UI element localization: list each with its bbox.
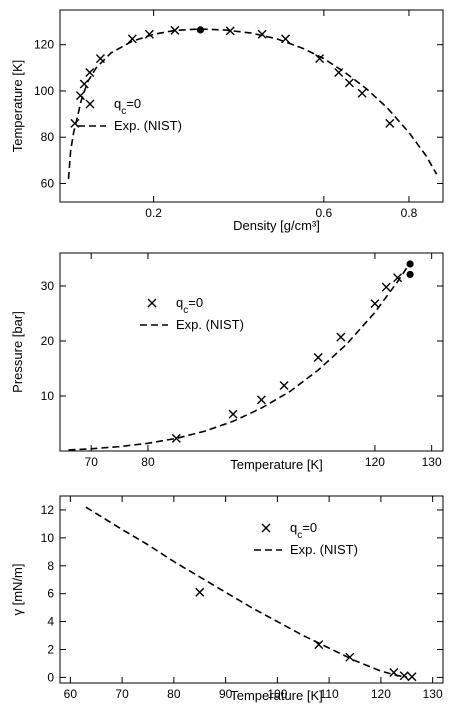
x-tick-label: 130: [422, 455, 442, 469]
x-tick-label: 0.2: [145, 206, 162, 220]
data-point-x: [385, 118, 395, 128]
x-tick-label: 70: [115, 687, 129, 701]
plot-frame: [59, 9, 444, 203]
y-axis-label: γ [mN/m]: [10, 564, 25, 616]
legend-label-nist: Exp. (NIST): [290, 542, 358, 557]
y-tick-label: 2: [47, 643, 54, 657]
data-point-x: [399, 671, 409, 681]
chart-panel-2: 70 80 120 130 10 20 30 Temperature [K] Pressure …: [10, 252, 444, 472]
series-line-nist: [67, 28, 438, 179]
x-axis-label: Temperature [K]: [230, 457, 323, 472]
x-tick-label: 60: [64, 687, 78, 701]
data-point-x: [344, 78, 354, 88]
y-tick-label: 100: [34, 84, 54, 98]
data-point-x: [228, 409, 238, 419]
data-point-x: [336, 332, 346, 342]
x-axis-label: Temperature [K]: [230, 688, 323, 703]
x-tick-label: 110: [320, 687, 339, 701]
series-line-nist: [68, 264, 410, 451]
data-point-x: [315, 54, 325, 64]
y-tick-label: 8: [47, 559, 54, 573]
data-point-x: [75, 91, 85, 101]
legend-label-qc: qc=0: [176, 295, 203, 316]
plot-frame: [59, 495, 444, 684]
data-point-x: [381, 282, 391, 292]
y-tick-label: 10: [41, 389, 55, 403]
legend-label-qc: qc=0: [290, 520, 317, 541]
critical-point-marker: [406, 260, 414, 268]
y-tick-label: 30: [41, 279, 55, 293]
data-point-x: [79, 79, 89, 89]
x-tick-label: 120: [371, 687, 391, 701]
data-point-x: [345, 652, 355, 662]
data-point-x: [170, 25, 180, 35]
x-tick-label: 0.6: [316, 206, 333, 220]
data-point-x: [225, 26, 235, 36]
y-tick-label: 12: [41, 503, 55, 517]
y-tick-label: 80: [41, 130, 55, 144]
legend-marker-x: [261, 523, 271, 533]
data-point-x: [313, 353, 323, 362]
x-axis-label: Density [g/cm³]: [233, 218, 320, 233]
y-tick-label: 20: [41, 334, 55, 348]
y-tick-label: 4: [47, 615, 54, 629]
y-tick-label: 60: [41, 176, 55, 190]
data-point-x: [195, 587, 205, 597]
x-tick-label: 70: [85, 455, 99, 469]
critical-point-marker: [406, 270, 414, 279]
x-tick-label: 0.8: [401, 206, 418, 220]
legend-marker-x: [85, 99, 95, 109]
legend-label-nist: Exp. (NIST): [114, 118, 182, 133]
critical-point-marker: [196, 26, 205, 34]
legend-label-nist: Exp. (NIST): [176, 317, 244, 332]
data-point-x: [393, 273, 403, 283]
plot-frame: [59, 252, 444, 452]
data-point-x: [85, 67, 95, 77]
data-point-x: [407, 672, 417, 682]
x-tick-label: 120: [365, 455, 385, 469]
data-point-x: [171, 433, 181, 443]
y-axis-label: Pressure [bar]: [10, 311, 25, 393]
chart-panel-1: 0.2 0.6 0.8 60 80 100 120 Density [g/cm³] Temper…: [10, 9, 444, 233]
data-point-x: [127, 34, 137, 44]
data-point-x: [357, 88, 367, 98]
data-point-x: [370, 299, 380, 309]
legend-marker-x: [147, 298, 157, 308]
y-axis-label: Temperature [K]: [10, 60, 25, 153]
y-tick-label: 0: [47, 670, 54, 684]
y-tick-label: 6: [47, 587, 54, 601]
legend-label-qc: qc=0: [114, 96, 141, 117]
data-point-x: [70, 118, 80, 128]
x-tick-label: 100: [267, 687, 287, 701]
series-line-nist: [85, 506, 407, 678]
data-point-x: [257, 29, 267, 39]
x-tick-label: 80: [141, 455, 155, 469]
y-tick-label: 10: [41, 531, 55, 545]
x-tick-label: 90: [219, 687, 233, 701]
y-tick-label: 120: [34, 38, 54, 52]
chart-panel-3: 60 70 80 90 100 110 120 130 0 2 4 6 8 10 12 Temperature…: [10, 495, 444, 703]
data-point-x: [256, 395, 266, 405]
x-tick-label: 130: [423, 687, 443, 701]
data-point-x: [279, 381, 289, 391]
x-tick-label: 80: [167, 687, 181, 701]
